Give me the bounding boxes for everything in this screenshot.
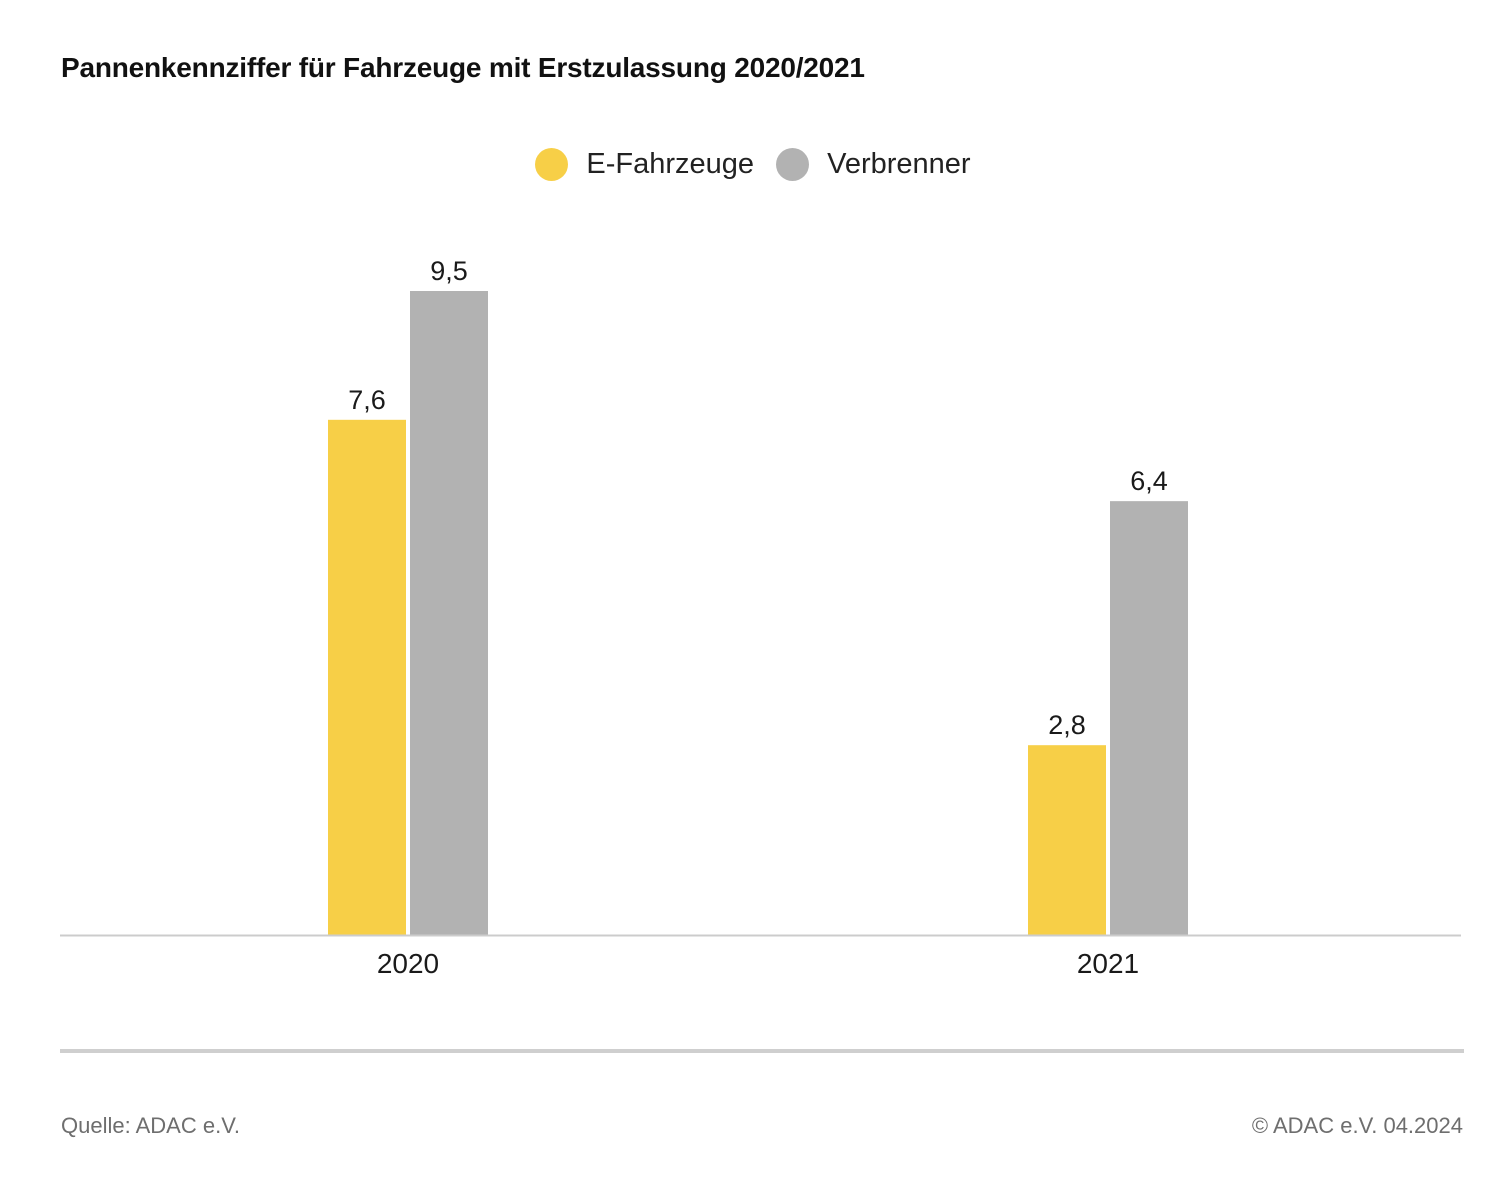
data-label-e-fahrzeuge-2020: 7,6 (348, 385, 386, 415)
chart-title: Pannenkennziffer für Fahrzeuge mit Erstz… (61, 52, 865, 83)
legend-swatch-e-fahrzeuge (535, 148, 569, 181)
legend-label-verbrenner: Verbrenner (827, 148, 971, 180)
bar-chart-plot: 7,6 9,5 2020 2,8 6,4 2021 (60, 256, 1461, 979)
legend-label-e-fahrzeuge: E-Fahrzeuge (586, 148, 755, 180)
bar-e-fahrzeuge-2021[interactable] (1028, 745, 1106, 935)
data-label-verbrenner-2021: 6,4 (1130, 466, 1168, 496)
copyright-note: © ADAC e.V. 04.2024 (1251, 1113, 1463, 1138)
x-tick-label-2020: 2020 (377, 948, 439, 979)
bar-verbrenner-2021[interactable] (1110, 501, 1188, 935)
legend-item-e-fahrzeuge[interactable]: E-Fahrzeuge (535, 148, 754, 181)
legend-swatch-verbrenner (776, 148, 810, 181)
source-note: Quelle: ADAC e.V. (61, 1113, 240, 1138)
data-label-e-fahrzeuge-2021: 2,8 (1048, 710, 1086, 740)
footer-divider (60, 1049, 1464, 1053)
data-label-verbrenner-2020: 9,5 (430, 256, 468, 286)
bar-e-fahrzeuge-2020[interactable] (328, 419, 406, 935)
legend-item-verbrenner[interactable]: Verbrenner (776, 148, 971, 181)
legend: E-Fahrzeuge Verbrenner (0, 148, 1506, 181)
x-tick-label-2021: 2021 (1077, 948, 1139, 979)
bar-verbrenner-2020[interactable] (410, 291, 488, 935)
